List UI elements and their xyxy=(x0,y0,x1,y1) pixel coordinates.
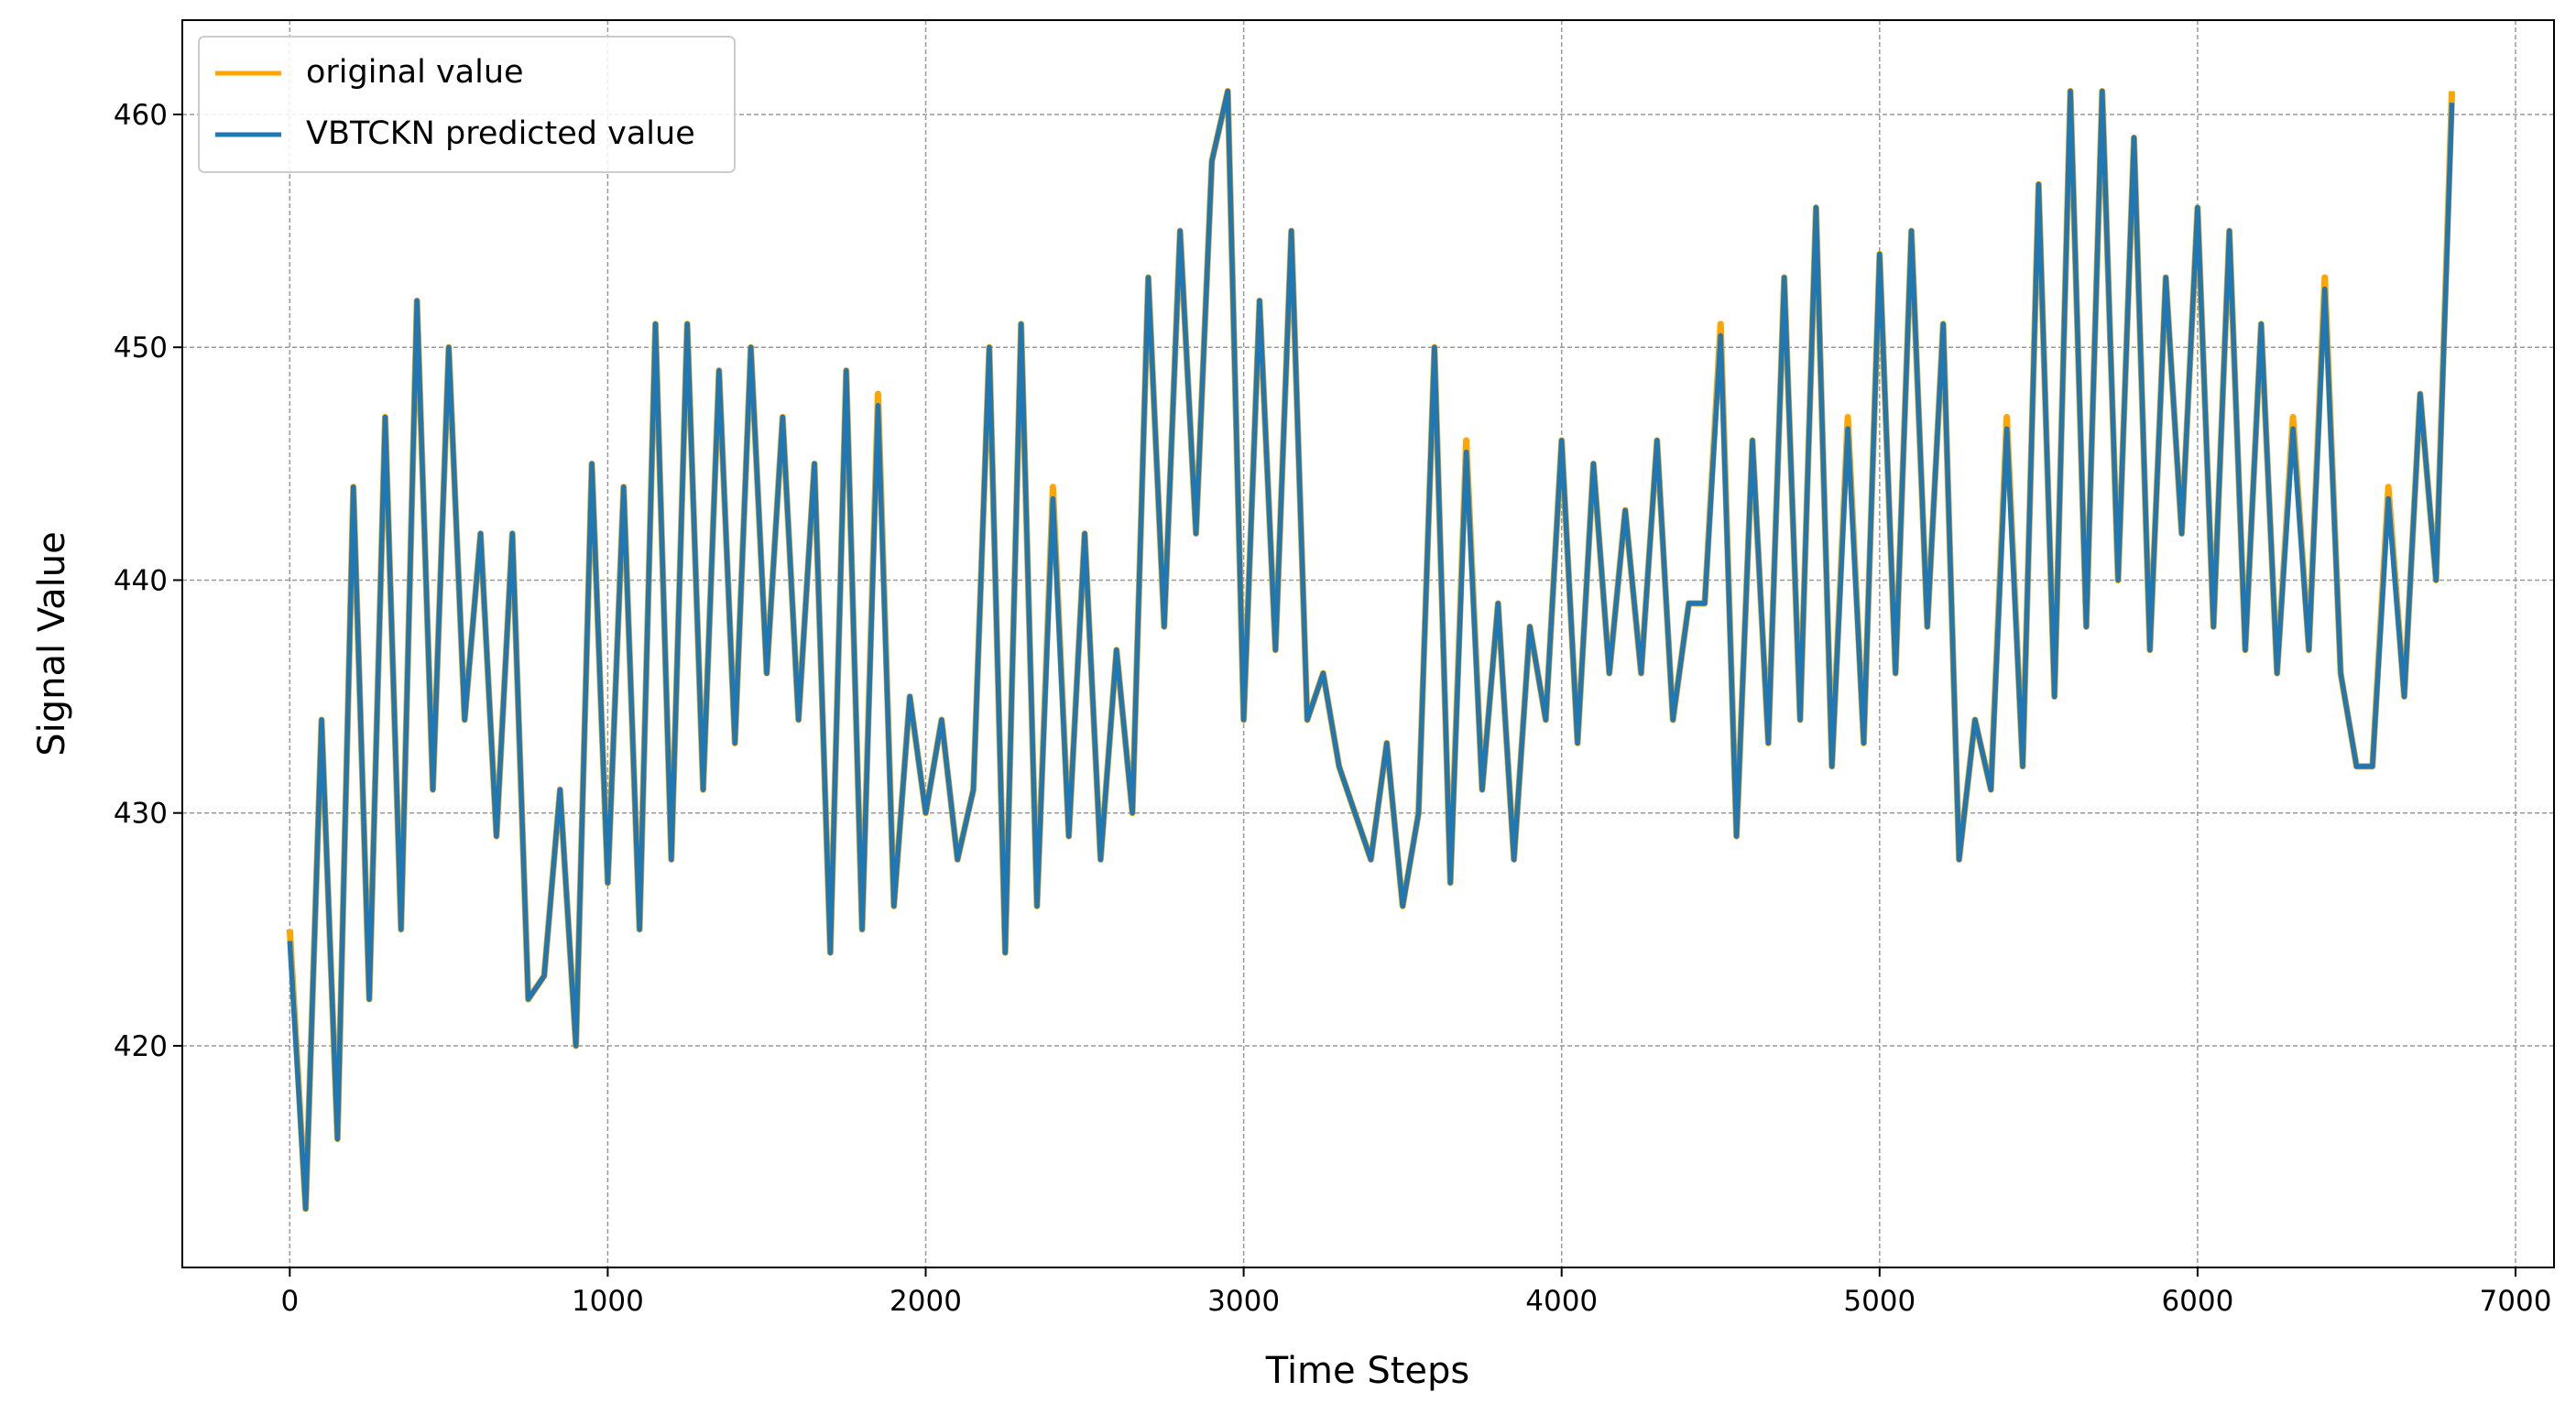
lines xyxy=(286,88,2456,1213)
plot-frame xyxy=(181,19,2555,1268)
x-tick-label: 4000 xyxy=(1525,1285,1598,1318)
legend-box xyxy=(198,36,736,173)
y-tick-label: 430 xyxy=(114,798,168,831)
ticks: 0 1000 2000 3000 4000 5000 6000 7000 420 430 440 45… xyxy=(114,99,2552,1318)
series-line xyxy=(287,88,2455,1212)
x-axis-label: Time Steps xyxy=(1265,1350,1470,1392)
x-tick-label: 1000 xyxy=(572,1285,644,1318)
x-tick-label: 2000 xyxy=(890,1285,962,1318)
x-tick-label: 7000 xyxy=(2480,1285,2552,1318)
y-tick-label: 440 xyxy=(114,564,168,597)
legend-label: VBTCKN predicted value xyxy=(306,115,695,152)
x-tick-label: 6000 xyxy=(2161,1285,2233,1318)
y-tick-label: 450 xyxy=(114,332,168,364)
x-tick-label: 5000 xyxy=(1843,1285,1916,1318)
legend: original value VBTCKN predicted value xyxy=(198,36,736,173)
x-tick-label: 3000 xyxy=(1207,1285,1280,1318)
y-tick-label: 460 xyxy=(114,99,168,132)
legend-label: original value xyxy=(306,54,524,91)
y-tick-label: 420 xyxy=(114,1030,168,1063)
x-tick-label: 0 xyxy=(280,1285,299,1318)
y-axis-label: Signal Value xyxy=(31,531,73,756)
